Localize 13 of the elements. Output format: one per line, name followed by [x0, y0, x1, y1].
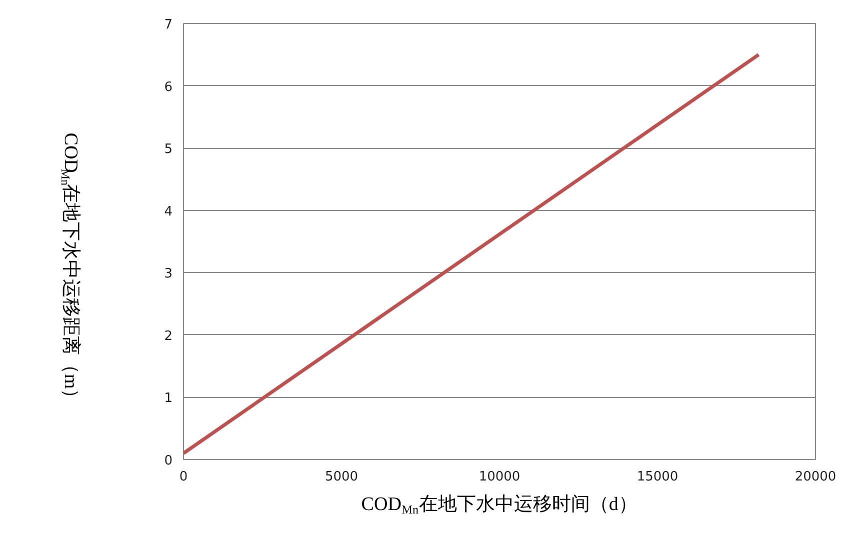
x-tick-label: 10000	[478, 470, 520, 484]
y-tick-label: 1	[164, 391, 173, 406]
y-tick-label: 2	[164, 328, 173, 344]
y-tick-label: 7	[164, 18, 173, 32]
y-tick-label: 3	[164, 266, 173, 282]
y-tick-label: 5	[164, 142, 173, 158]
x-tick-label: 20000	[794, 470, 836, 484]
y-tick-label: 4	[164, 204, 173, 220]
x-tick-label: 15000	[636, 470, 678, 484]
y-tick-label: 6	[164, 80, 173, 95]
x-tick-label: 5000	[324, 470, 358, 484]
y-tick-label: 0	[164, 454, 173, 468]
x-tick-label: 0	[179, 470, 188, 484]
